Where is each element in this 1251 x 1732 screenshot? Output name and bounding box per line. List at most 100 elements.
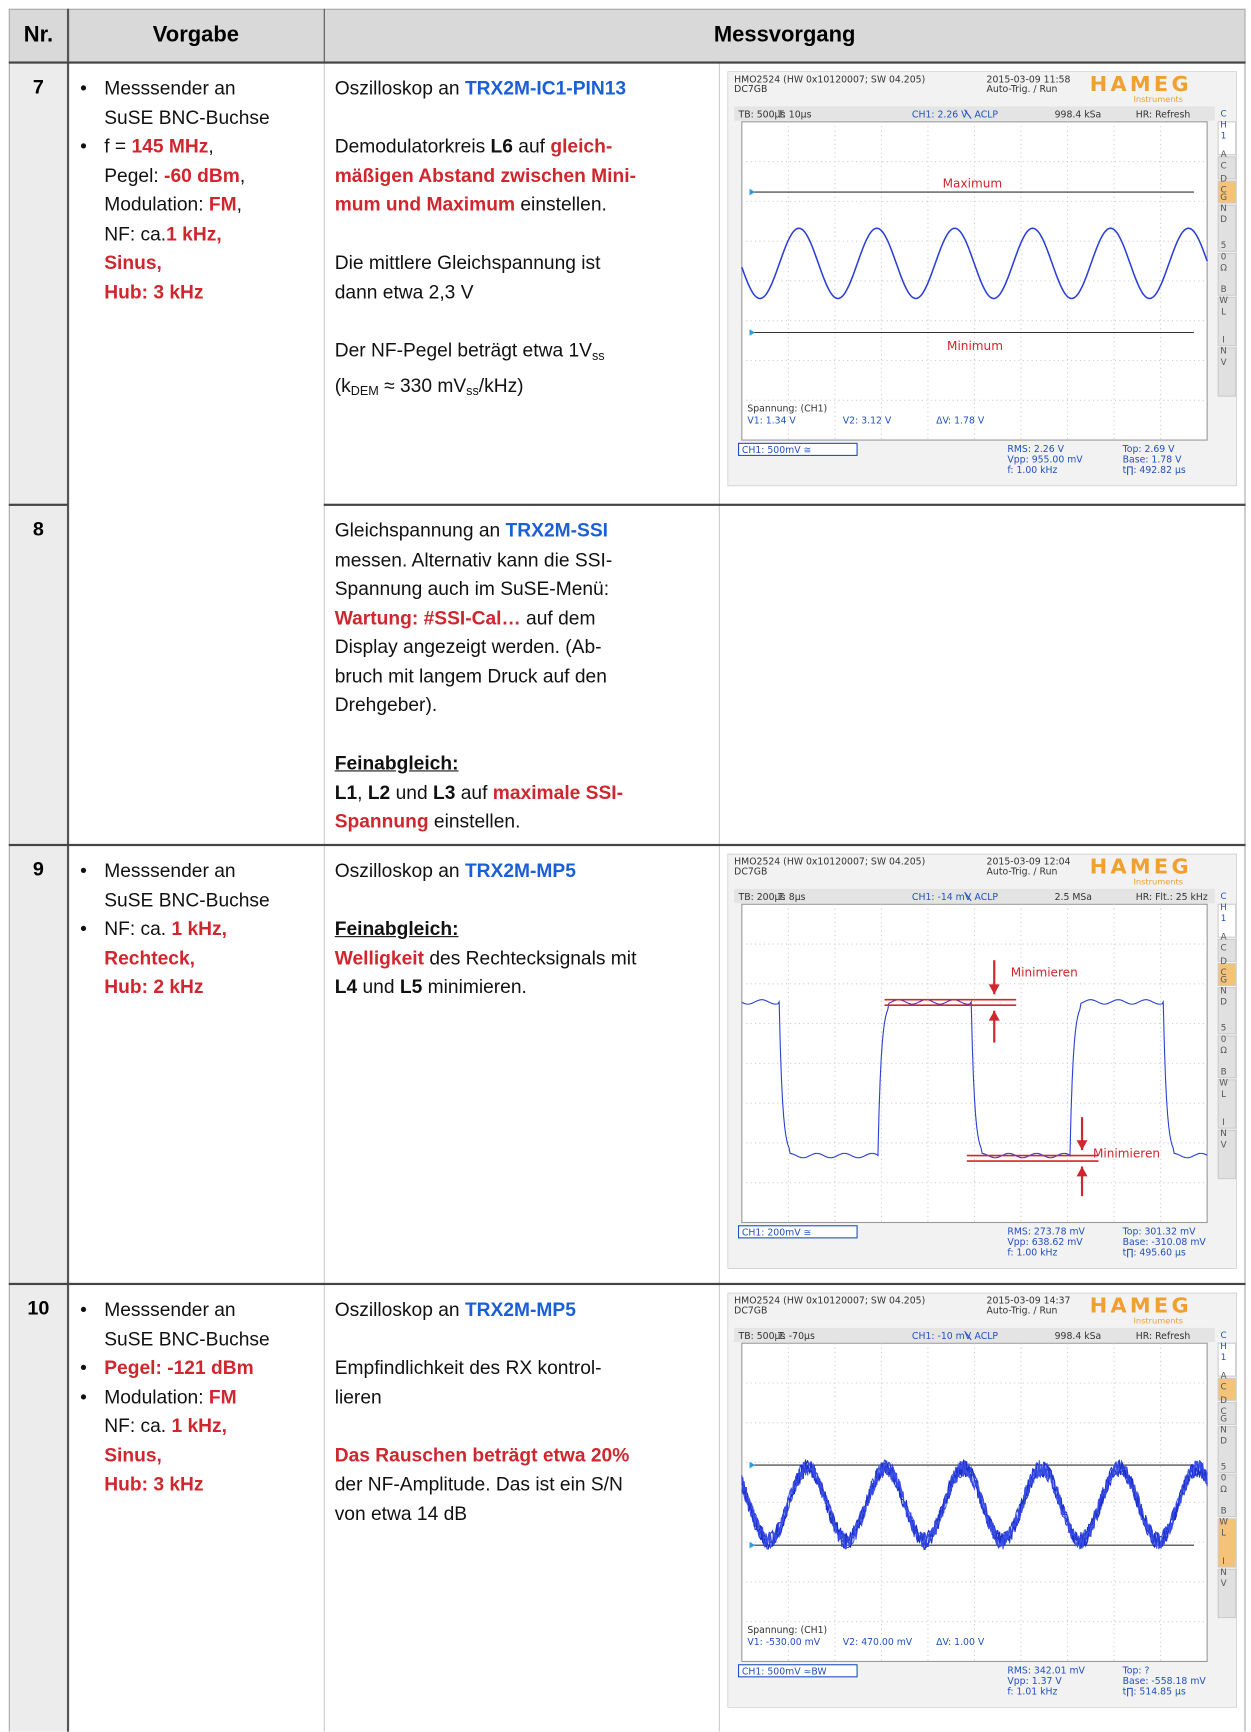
text: dann etwa 2,3 V: [335, 280, 474, 302]
highlight: Sinus,: [104, 1444, 162, 1466]
messvorgang-cell: Oszilloskop an TRX2M-MP5 Feinabgleich: Wel…: [335, 856, 714, 1030]
highlight: -60 dBm: [164, 164, 240, 186]
measurement: RMS: 273.78 mV: [1007, 1227, 1085, 1238]
highlight: TRX2M-IC1-PIN13: [465, 77, 626, 99]
text: Display angezeigt werden. (Ab-: [335, 635, 602, 657]
text-line: Modulation: FM: [104, 1382, 316, 1411]
paragraph: Demodulatorkreis L6 auf gleich-mäßigen A…: [335, 132, 714, 219]
highlight: Welligkeit: [335, 947, 424, 969]
label: HR: Refresh: [1136, 109, 1191, 120]
measurement: t∏: 495.60 µs: [1123, 1247, 1186, 1258]
measurement: Top: 2.69 V: [1122, 444, 1176, 455]
header-vorgabe: Vorgabe: [68, 9, 324, 63]
text: Die mittlere Gleichspannung ist: [335, 251, 601, 273]
label: CH1: 500mV ≈BW: [742, 1667, 827, 1678]
text: und: [357, 976, 400, 998]
text-line: NF: ca. 1 kHz,: [104, 914, 316, 943]
measurement: f: 1.00 kHz: [1007, 465, 1057, 476]
text: minimieren.: [422, 976, 527, 998]
highlight: Hub: 2 kHz: [104, 976, 203, 998]
highlight: maximale SSI-: [493, 781, 623, 803]
page: Nr. Vorgabe Messvorgang 7Messsender anSu…: [0, 0, 1251, 1731]
text-line: f = 145 MHz,: [104, 132, 316, 161]
border: [9, 1283, 1246, 1285]
text: Feinabgleich:: [335, 917, 459, 939]
paragraph: Oszilloskop an TRX2M-MP5: [335, 856, 714, 885]
measurement: t∏: 514.85 µs: [1123, 1686, 1186, 1697]
text-line: L4 und L5 minimieren.: [335, 972, 714, 1001]
label: T: -70µs: [777, 1331, 815, 1342]
text-line: Spannung auch im SuSE-Menü:: [335, 574, 714, 603]
side-button-label: INV: [1219, 336, 1229, 369]
text: (k: [335, 374, 351, 396]
label: DC7GB: [734, 84, 767, 95]
side-button-label: CH1: [1219, 1331, 1229, 1364]
border: [1244, 9, 1245, 1732]
text-line: L1, L2 und L3 auf maximale SSI-: [335, 778, 714, 807]
text-line: Feinabgleich:: [335, 748, 714, 777]
highlight: TRX2M-MP5: [465, 859, 576, 881]
text: SuSE BNC-Buchse: [104, 888, 269, 910]
side-button-label: CH1: [1219, 110, 1229, 143]
measurement: RMS: 2.26 V: [1007, 444, 1064, 455]
text-line: SuSE BNC-Buchse: [104, 103, 316, 132]
text: Oszilloskop an: [335, 859, 465, 881]
text: L3: [433, 781, 455, 803]
text-line: Sinus,: [104, 1440, 316, 1469]
text-line: mum und Maximum einstellen.: [335, 190, 714, 219]
highlight: TRX2M-MP5: [465, 1298, 576, 1320]
text-line: Rechteck,: [104, 943, 316, 972]
text-line: Das Rauschen beträgt etwa 20%: [335, 1440, 714, 1469]
annotation: Minimieren: [1093, 1147, 1160, 1161]
border: [324, 504, 1246, 506]
text-line: bruch mit langem Druck auf den: [335, 661, 714, 690]
text-line: Empfindlichkeit des RX kontrol-: [335, 1353, 714, 1382]
row-number: 9: [9, 858, 68, 881]
text-line: mäßigen Abstand zwischen Mini-: [335, 161, 714, 190]
label: Spannung: (CH1): [747, 1625, 827, 1636]
text: Messsender an: [104, 77, 235, 99]
text: Oszilloskop an: [335, 77, 465, 99]
text: ,: [237, 193, 242, 215]
label: CH1: 500mV ≅: [742, 445, 812, 456]
text: Messsender an: [104, 1298, 235, 1320]
text: Empfindlichkeit des RX kontrol-: [335, 1356, 602, 1378]
side-button-label: GND: [1219, 975, 1229, 1008]
paragraph: Gleichspannung an TRX2M-SSImessen. Alter…: [335, 516, 714, 720]
side-button-label: BWL: [1219, 1068, 1229, 1101]
highlight: 1 kHz,: [166, 222, 222, 244]
text: NF: ca.: [104, 1415, 171, 1437]
text: Pegel:: [104, 164, 164, 186]
paragraph: Die mittlere Gleichspannung ist dann etwa…: [335, 248, 714, 306]
text: NF: ca.: [104, 222, 166, 244]
text-line: Modulation: FM,: [104, 190, 316, 219]
side-button-label: BWL: [1219, 285, 1229, 318]
label: CH1: 200mV ≅: [742, 1228, 812, 1239]
text-line: Gleichspannung an TRX2M-SSI: [335, 516, 714, 545]
text: von etwa 14 dB: [335, 1502, 467, 1524]
text-line: SuSE BNC-Buchse: [104, 1324, 316, 1353]
text: Oszilloskop an: [335, 1298, 465, 1320]
text-line: Der NF-Pegel beträgt etwa 1Vss: [335, 335, 714, 371]
bullet-item: Messsender an SuSE BNC-Buchse: [80, 1295, 316, 1353]
text: des Rechtecksignals mit: [424, 947, 636, 969]
label: DC7GB: [734, 867, 767, 878]
measurement: t∏: 492.82 µs: [1123, 465, 1186, 476]
border: [9, 9, 1246, 10]
bullet-item: Pegel: -121 dBm: [80, 1353, 316, 1382]
border: [9, 504, 68, 506]
text: ss: [592, 350, 605, 363]
measurement: Base: -558.18 mV: [1123, 1676, 1207, 1687]
text-line: Spannung einstellen.: [335, 807, 714, 836]
text-line: Messsender an: [104, 856, 316, 885]
label: CH1: -10 mV: [912, 1331, 972, 1342]
text: der NF-Amplitude. Das ist ein S/N: [335, 1473, 623, 1495]
bullet-item: Messsender an SuSE BNC-Buchse: [80, 856, 316, 914]
highlight: Rechteck,: [104, 947, 195, 969]
text-line: Messsender an: [104, 74, 316, 103]
label: 998.4 kSa: [1055, 109, 1102, 120]
row-number: 7: [9, 76, 68, 99]
text-line: Hub: 3 kHz: [104, 277, 316, 306]
text: SuSE BNC-Buchse: [104, 1327, 269, 1349]
highlight: 145 MHz: [131, 135, 208, 157]
